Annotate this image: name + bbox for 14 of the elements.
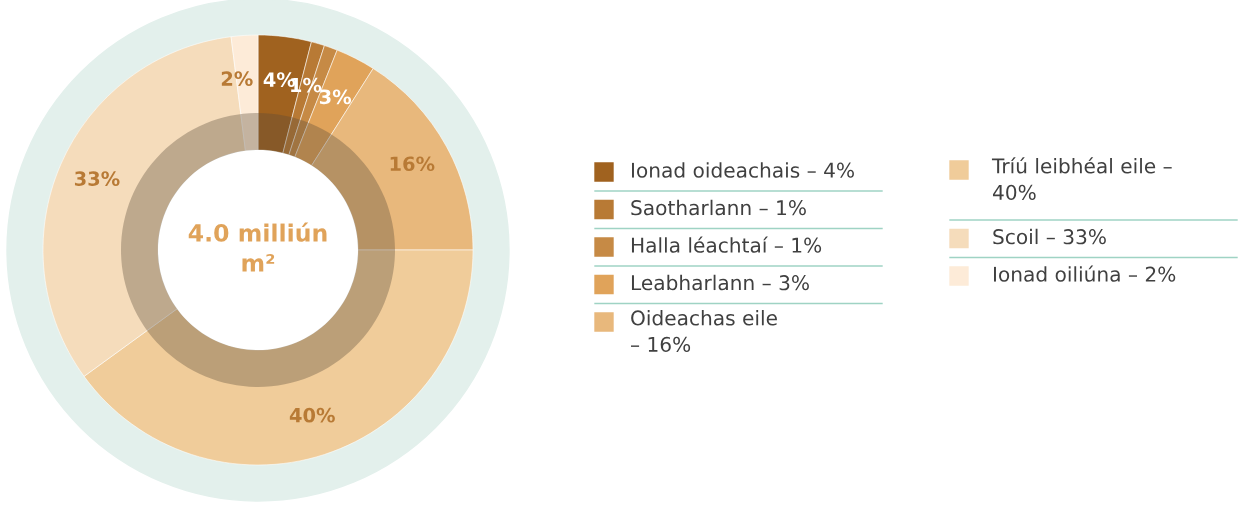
legend-label: Halla léachtaí – 1% xyxy=(631,236,822,253)
legend-label: Saotharlann – 1% xyxy=(631,199,806,216)
legend-label: Ionad oideachais – 4% xyxy=(631,162,854,178)
data-label: 3% xyxy=(319,89,352,105)
legend-label: Oideachas eile – 16% xyxy=(630,310,777,352)
legend-label: Tríú leibhéal eile – 40% xyxy=(991,157,1172,200)
data-label: 33% xyxy=(74,171,120,186)
legend-label: Ionad oiliúna – 2% xyxy=(993,265,1176,282)
data-label: 16% xyxy=(390,156,435,172)
data-label: 40% xyxy=(289,407,335,423)
legend-label: Scoil – 33% xyxy=(993,228,1106,245)
data-label: 2% xyxy=(221,71,253,86)
legend-label: Leabharlann – 3% xyxy=(631,274,809,291)
text: 4.0 milliún m² xyxy=(188,222,327,272)
